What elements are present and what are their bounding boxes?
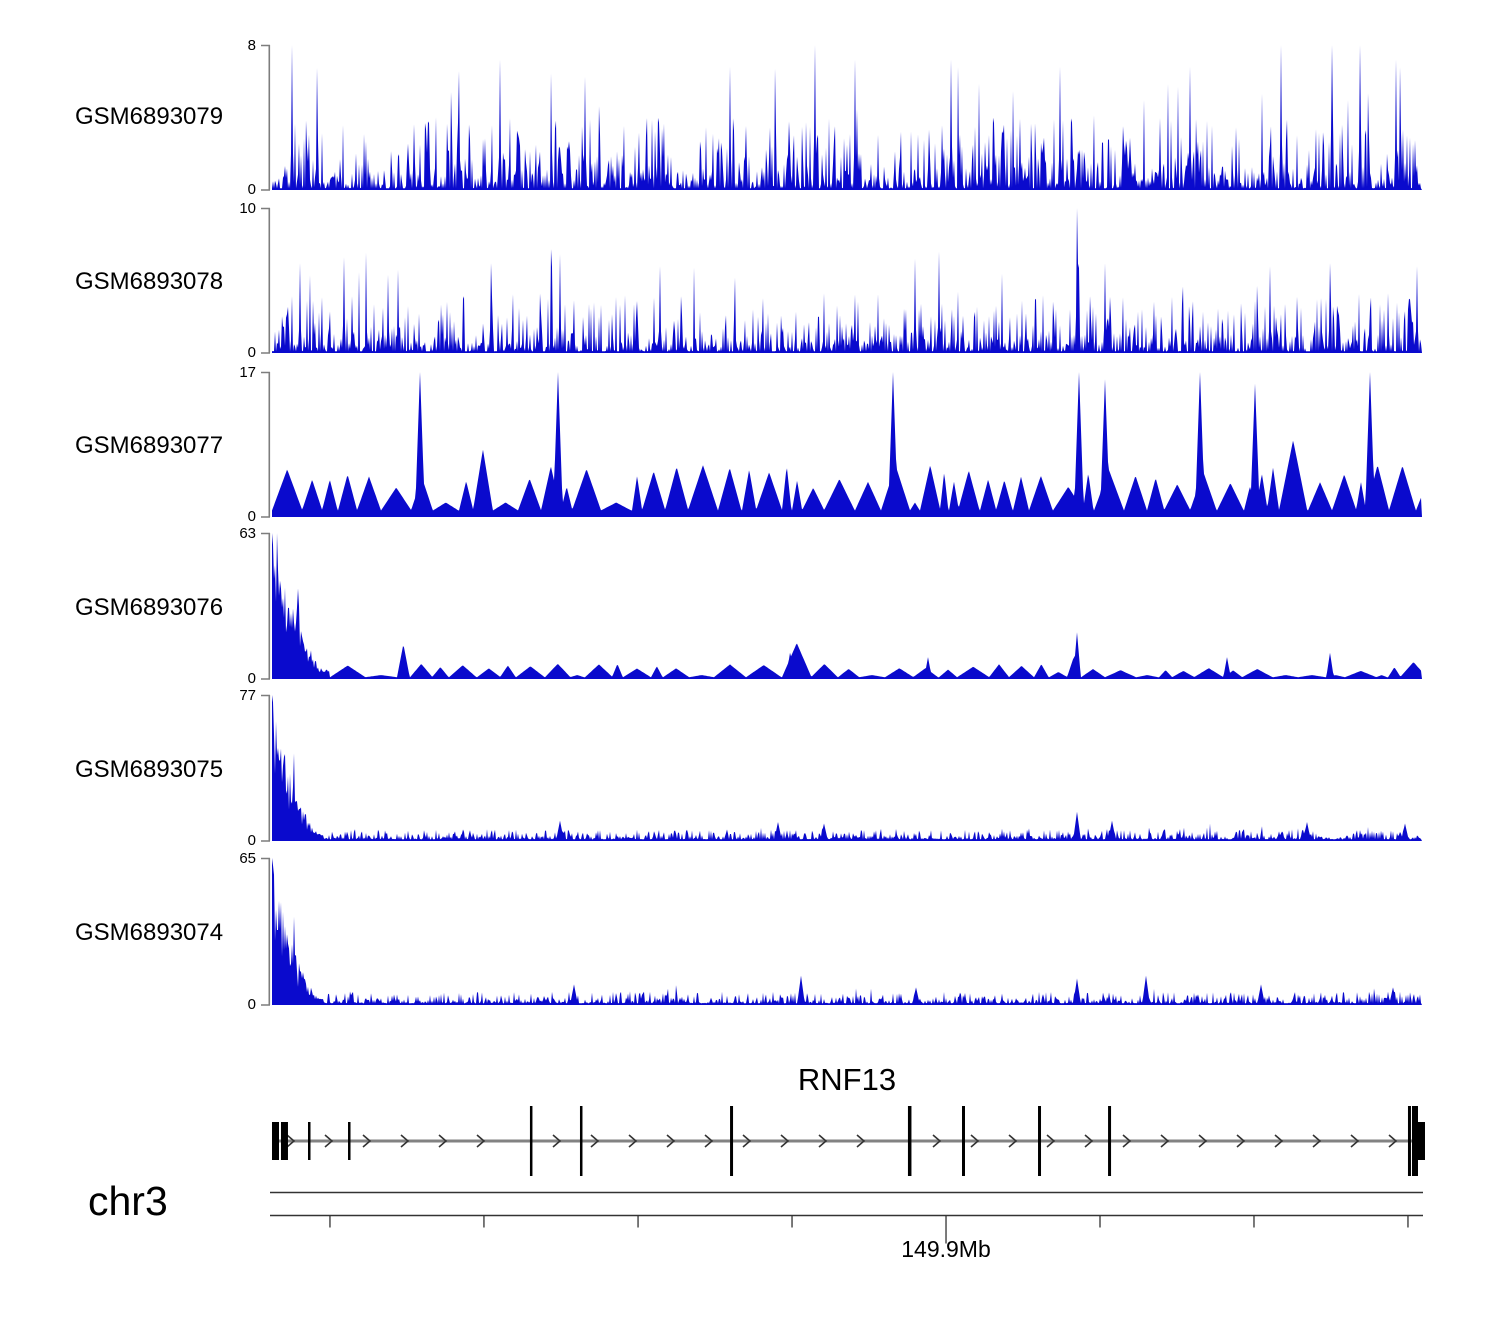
chromosome-label: chr3 (88, 1178, 168, 1224)
y-max-label-5: 77 (239, 687, 256, 704)
strand-arrow-icon (628, 1134, 638, 1148)
genome-axis-lines (270, 1191, 1423, 1217)
strand-arrow-icon (362, 1134, 372, 1148)
y-max-label-6: 65 (239, 850, 256, 867)
strand-arrow-icon (932, 1134, 942, 1148)
y-min-label-5: 0 (247, 832, 256, 849)
y-min-label-6: 0 (247, 996, 256, 1013)
gene-exon (907, 1106, 912, 1176)
strand-arrow-icon (856, 1134, 866, 1148)
gene-exon (1407, 1106, 1411, 1176)
gene-exon (1108, 1106, 1112, 1176)
strand-arrow-icon (400, 1134, 410, 1148)
gene-exon (348, 1122, 351, 1160)
y-min-label-2: 0 (247, 344, 256, 361)
track-label-2: GSM6893078 (75, 268, 224, 295)
y-max-label-1: 8 (247, 37, 256, 54)
strand-arrow-icon (286, 1134, 296, 1148)
gene-name-title: RNF13 (797, 1062, 897, 1097)
strand-arrow-icon (1274, 1134, 1284, 1148)
strand-arrow-icon (780, 1134, 790, 1148)
gene-exon (962, 1106, 965, 1176)
strand-arrow-icon (324, 1134, 334, 1148)
y-max-label-2: 10 (239, 200, 256, 217)
track-label-5: GSM6893075 (75, 756, 224, 783)
strand-arrow-icon (818, 1134, 828, 1148)
strand-arrow-icon (1350, 1134, 1360, 1148)
y-max-label-3: 17 (239, 364, 256, 381)
strand-arrow-icon (666, 1134, 676, 1148)
strand-arrow-icon (1084, 1134, 1094, 1148)
track-label-1: GSM6893079 (75, 103, 224, 130)
strand-arrow-icon (1388, 1134, 1398, 1148)
track-label-4: GSM6893076 (75, 594, 224, 621)
coverage-area-GSM6893078 (272, 208, 1422, 353)
track-label-6: GSM6893074 (75, 919, 224, 946)
strand-arrow-icon (970, 1134, 980, 1148)
strand-arrow-icon (476, 1134, 486, 1148)
strand-arrow-icon (1236, 1134, 1246, 1148)
strand-arrow-icon (1198, 1134, 1208, 1148)
gene-exon (579, 1106, 583, 1176)
strand-arrow-icon (590, 1134, 600, 1148)
strand-arrow-icon (1312, 1134, 1322, 1148)
track-label-3: GSM6893077 (75, 432, 224, 459)
gene-exon (1411, 1122, 1425, 1160)
strand-arrow-icon (438, 1134, 448, 1148)
strand-arrow-icon (1046, 1134, 1056, 1148)
y-min-label-3: 0 (247, 508, 256, 525)
strand-arrow-icon (742, 1134, 752, 1148)
gene-exon (730, 1106, 734, 1176)
gene-exon (1038, 1106, 1042, 1176)
genomic-position-label: 149.9Mb (901, 1236, 991, 1262)
gene-intron-line (272, 1139, 1422, 1143)
y-min-label-1: 0 (247, 181, 256, 198)
y-min-label-4: 0 (247, 670, 256, 687)
y-max-label-4: 63 (239, 525, 256, 542)
gene-exon (529, 1106, 533, 1176)
coverage-area-GSM6893079 (272, 45, 1422, 190)
strand-arrow-icon (552, 1134, 562, 1148)
strand-arrow-icon (704, 1134, 714, 1148)
coverage-area-GSM6893076 (272, 533, 1422, 679)
strand-arrow-icon (1122, 1134, 1132, 1148)
coverage-area-GSM6893077 (272, 372, 1422, 517)
strand-arrow-icon (1008, 1134, 1018, 1148)
coverage-area-GSM6893075 (272, 695, 1422, 841)
gene-exon (280, 1122, 288, 1160)
gene-exon (272, 1122, 279, 1160)
coverage-area-GSM6893074 (272, 858, 1422, 1005)
strand-arrow-icon (1160, 1134, 1170, 1148)
gene-exon (307, 1122, 311, 1160)
